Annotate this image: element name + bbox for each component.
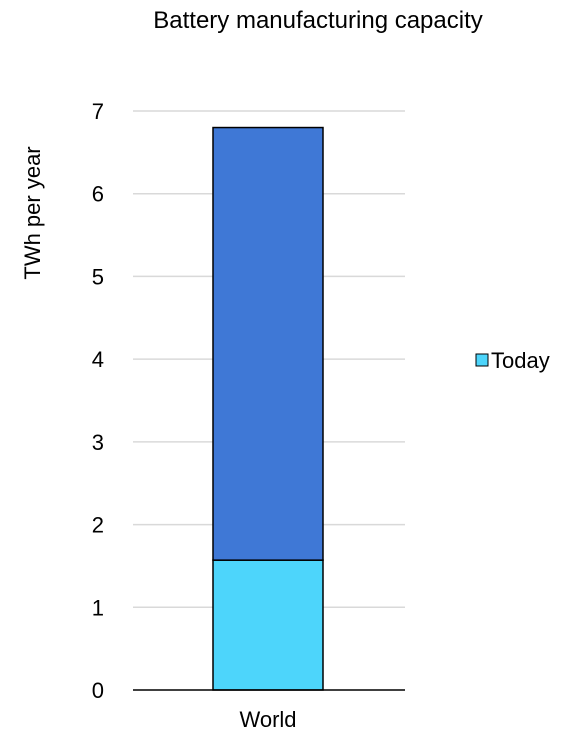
- bar-world-segment-1: [212, 126, 324, 561]
- y-tick-label-1: 1: [92, 595, 104, 620]
- x-tick-label-world: World: [239, 707, 296, 732]
- y-tick-label-7: 7: [92, 99, 104, 124]
- chart-title: Battery manufacturing capacity: [153, 7, 483, 34]
- y-axis-ticks: 0 1 2 3 4 5 6 7: [92, 99, 104, 703]
- y-axis-label: TWh per year: [20, 146, 45, 279]
- y-tick-label-0: 0: [92, 678, 104, 703]
- y-tick-label-5: 5: [92, 264, 104, 289]
- y-tick-label-3: 3: [92, 430, 104, 455]
- y-tick-label-2: 2: [92, 513, 104, 538]
- bars: [212, 126, 324, 691]
- y-tick-label-4: 4: [92, 347, 104, 372]
- legend-label-today: Today: [491, 348, 550, 373]
- bar-world-segment-0: [212, 559, 324, 691]
- y-tick-label-6: 6: [92, 182, 104, 207]
- legend-swatch-today: [475, 353, 489, 367]
- x-axis-ticks: World: [239, 707, 296, 732]
- legend: Today: [475, 348, 550, 373]
